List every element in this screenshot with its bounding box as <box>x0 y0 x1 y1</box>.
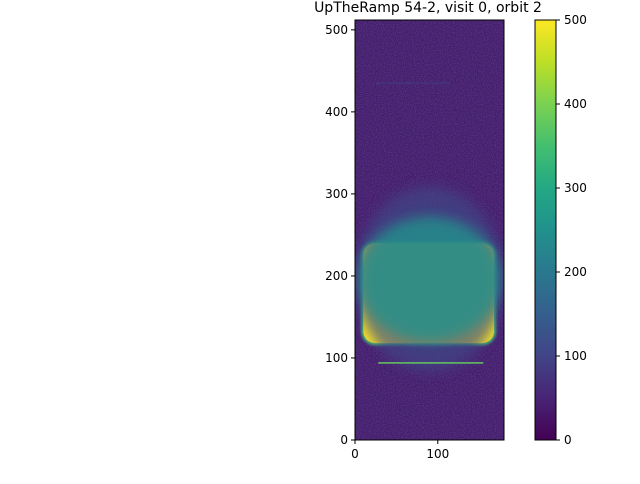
y-tick-label: 0 <box>340 433 348 447</box>
x-tick-label: 0 <box>351 447 359 461</box>
colorbar-gradient <box>535 20 556 440</box>
plot-area <box>355 20 504 440</box>
x-axis: 0 100 <box>351 440 449 461</box>
y-tick-label: 500 <box>325 23 348 37</box>
x-tick-label: 100 <box>426 447 449 461</box>
colorbar-tick-label: 400 <box>564 97 587 111</box>
glow-halo-core <box>357 216 502 342</box>
horizontal-streak <box>378 362 484 364</box>
colorbar: 0 100 200 300 400 500 <box>534 13 587 447</box>
y-tick-label: 200 <box>325 269 348 283</box>
colorbar-frame <box>534 19 557 441</box>
colorbar-tick-label: 500 <box>564 13 587 27</box>
colorbar-tick-label: 0 <box>564 433 572 447</box>
y-tick-label: 100 <box>325 351 348 365</box>
y-tick-label: 300 <box>325 187 348 201</box>
y-tick-label: 400 <box>325 105 348 119</box>
colorbar-tick-label: 300 <box>564 181 587 195</box>
chart-title: UpTheRamp 54-2, visit 0, orbit 2 <box>314 0 542 16</box>
y-axis: 0 100 200 300 400 500 <box>325 23 355 447</box>
colorbar-ticks: 0 100 200 300 400 500 <box>556 13 587 447</box>
plot-frame <box>354 19 505 441</box>
colorbar-tick-label: 200 <box>564 265 587 279</box>
colorbar-tick-label: 100 <box>564 349 587 363</box>
faint-streak <box>375 82 451 84</box>
